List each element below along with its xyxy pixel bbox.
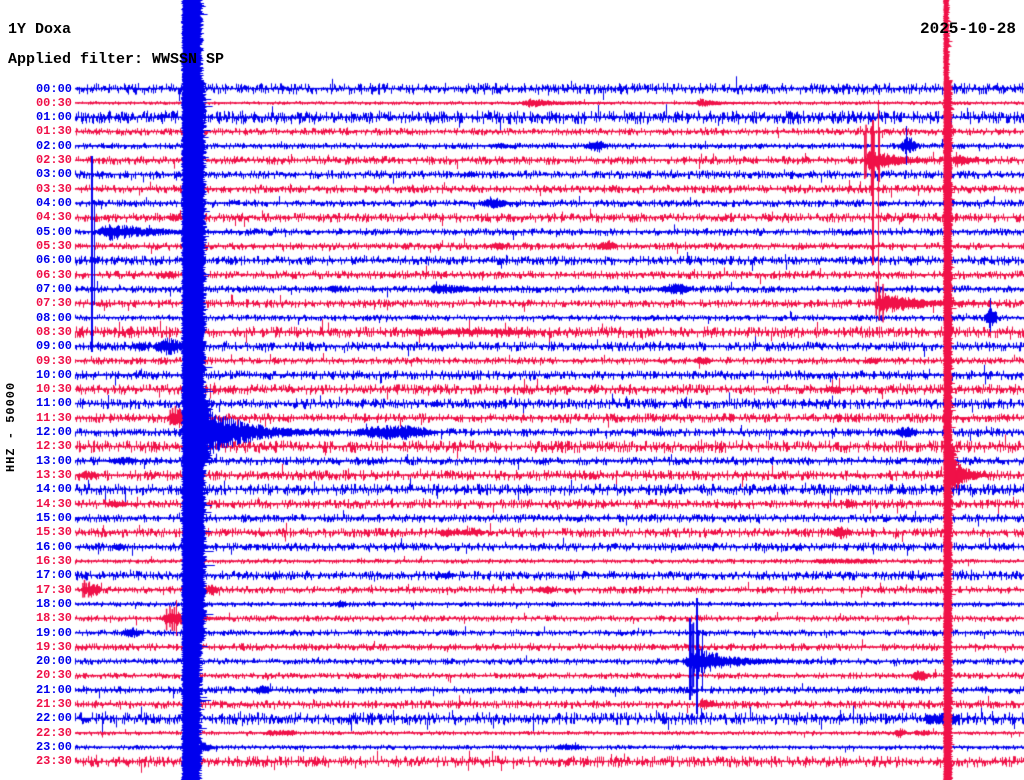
station-title: 1Y Doxa xyxy=(8,21,72,38)
date-label: 2025-10-28 xyxy=(919,20,1016,38)
filter-label: Applied filter: WWSSN SP xyxy=(8,51,225,68)
y-axis-label: HHZ - 50000 xyxy=(4,381,18,472)
